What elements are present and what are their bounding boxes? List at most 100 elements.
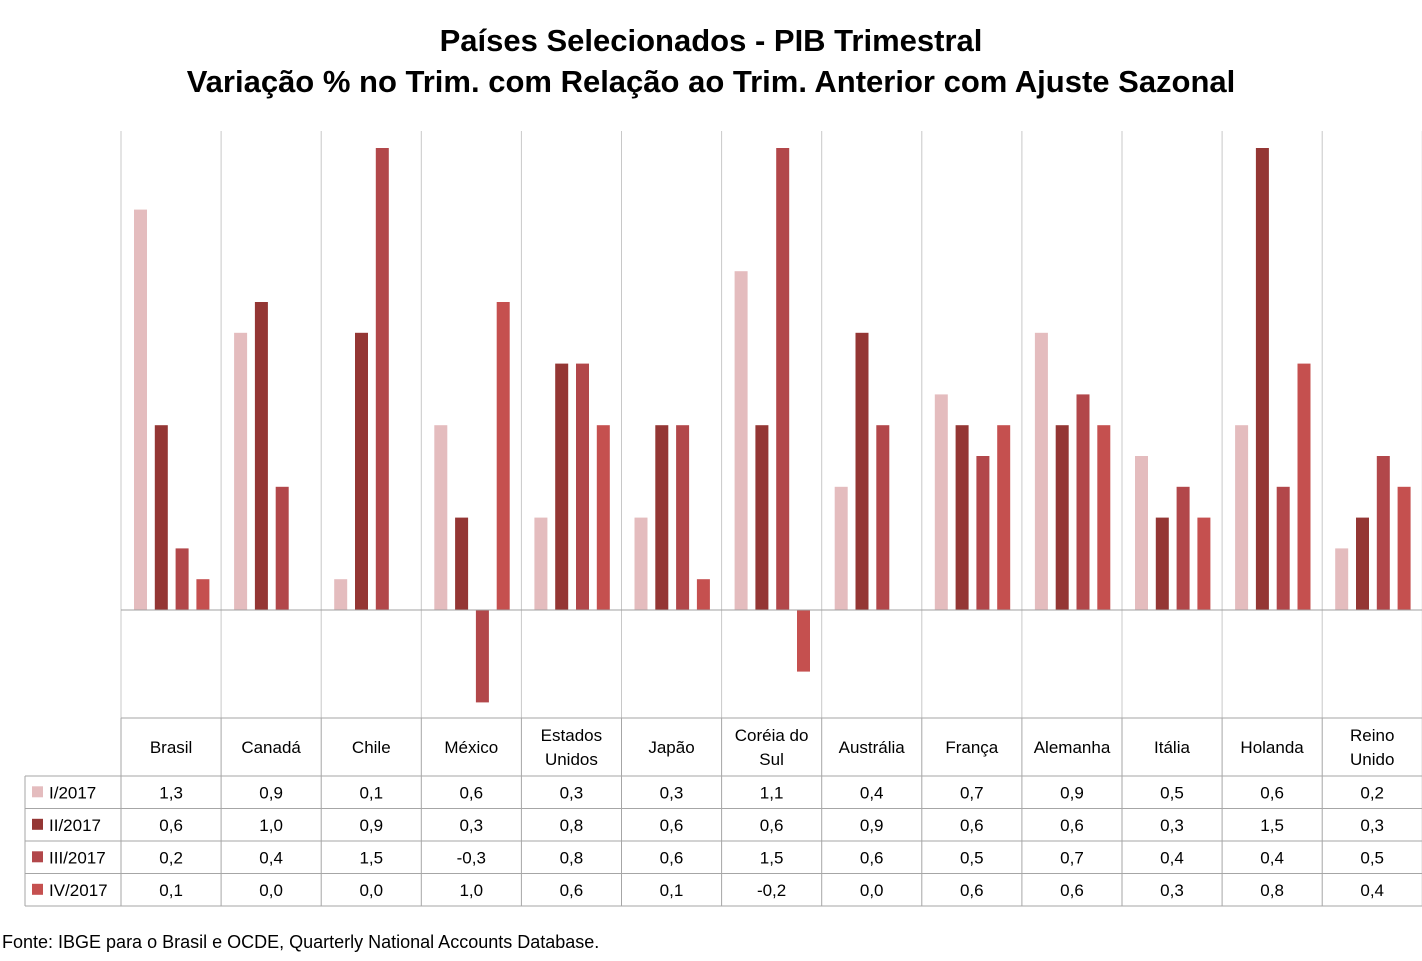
bar bbox=[196, 579, 210, 610]
bar bbox=[434, 425, 448, 610]
bar bbox=[1255, 148, 1269, 610]
bar bbox=[555, 363, 569, 610]
data-value-label: 0,3 bbox=[1160, 816, 1184, 835]
bar bbox=[355, 332, 368, 610]
bar bbox=[175, 548, 189, 610]
category-label: Sul bbox=[759, 750, 784, 769]
bar bbox=[154, 425, 168, 610]
data-value-label: 1,0 bbox=[459, 881, 483, 900]
chart-title-block: Países Selecionados - PIB Trimestral Var… bbox=[0, 20, 1422, 102]
data-value-label: 0,6 bbox=[459, 783, 483, 802]
category-label: França bbox=[945, 738, 998, 757]
bar bbox=[797, 610, 810, 672]
series-name-label: II/2017 bbox=[49, 816, 101, 835]
bar bbox=[776, 148, 790, 610]
bar bbox=[455, 517, 469, 610]
series-name-label: III/2017 bbox=[49, 848, 106, 867]
data-value-label: 1,5 bbox=[760, 848, 784, 867]
data-value-label: 0,0 bbox=[259, 881, 283, 900]
data-value-label: 0,3 bbox=[1160, 881, 1184, 900]
bar bbox=[1055, 425, 1069, 610]
data-value-label: 0,3 bbox=[560, 783, 584, 802]
data-value-label: 1,0 bbox=[259, 816, 283, 835]
data-value-label: -0,2 bbox=[757, 881, 786, 900]
bar bbox=[254, 302, 268, 610]
category-label: Brasil bbox=[150, 738, 193, 757]
bar bbox=[1397, 486, 1411, 610]
data-value-label: 1,3 bbox=[159, 783, 183, 802]
data-value-label: 0,6 bbox=[660, 816, 684, 835]
data-value-label: 0,1 bbox=[660, 881, 684, 900]
bar bbox=[634, 517, 648, 610]
data-value-label: 1,5 bbox=[1260, 816, 1284, 835]
bar bbox=[1176, 486, 1190, 610]
category-label: Itália bbox=[1154, 738, 1190, 757]
data-value-label: 0,6 bbox=[860, 848, 884, 867]
bar bbox=[1276, 486, 1290, 610]
series-name-label: IV/2017 bbox=[49, 881, 108, 900]
data-value-label: 0,6 bbox=[960, 881, 984, 900]
data-value-label: 0,6 bbox=[960, 816, 984, 835]
bar bbox=[534, 517, 548, 610]
data-value-label: 0,6 bbox=[1060, 881, 1084, 900]
data-value-label: 0,4 bbox=[259, 848, 283, 867]
bar bbox=[755, 425, 769, 610]
data-value-label: 0,9 bbox=[359, 816, 383, 835]
bar bbox=[976, 456, 990, 610]
data-value-label: 0,4 bbox=[860, 783, 884, 802]
data-value-label: 0,5 bbox=[1360, 848, 1384, 867]
bar bbox=[334, 579, 348, 610]
data-value-label: -0,3 bbox=[457, 848, 486, 867]
category-label: Austrália bbox=[839, 738, 906, 757]
bar bbox=[596, 425, 610, 610]
bar bbox=[1135, 456, 1148, 610]
bar bbox=[275, 486, 289, 610]
category-label: Unido bbox=[1350, 750, 1394, 769]
data-value-label: 0,7 bbox=[960, 783, 984, 802]
bar bbox=[1197, 517, 1211, 610]
data-value-label: 0,1 bbox=[159, 881, 183, 900]
category-label: Reino bbox=[1350, 726, 1394, 745]
bar bbox=[1235, 425, 1249, 610]
category-label: Canadá bbox=[241, 738, 301, 757]
bar bbox=[496, 302, 510, 610]
data-value-label: 0,0 bbox=[860, 881, 884, 900]
bar bbox=[234, 332, 248, 610]
bar bbox=[1356, 517, 1369, 610]
bar bbox=[1097, 425, 1111, 610]
category-label: México bbox=[444, 738, 498, 757]
legend-key bbox=[32, 786, 43, 798]
bar bbox=[134, 209, 147, 610]
bar bbox=[696, 579, 710, 610]
data-value-label: 0,4 bbox=[1160, 848, 1184, 867]
data-value-label: 0,3 bbox=[1360, 816, 1384, 835]
category-label: Coréia do bbox=[735, 726, 809, 745]
bar bbox=[655, 425, 669, 610]
data-value-label: 0,8 bbox=[560, 848, 584, 867]
bar bbox=[475, 610, 489, 703]
chart-subtitle: Variação % no Trim. com Relação ao Trim.… bbox=[186, 64, 1236, 99]
data-value-label: 0,5 bbox=[1160, 783, 1184, 802]
data-value-label: 0,9 bbox=[259, 783, 283, 802]
data-value-label: 0,8 bbox=[560, 816, 584, 835]
bar bbox=[834, 486, 848, 610]
data-value-label: 0,5 bbox=[960, 848, 984, 867]
bar bbox=[855, 332, 869, 610]
data-value-label: 0,0 bbox=[359, 881, 383, 900]
bar bbox=[876, 425, 890, 610]
category-label: Japão bbox=[648, 738, 694, 757]
data-value-label: 0,4 bbox=[1260, 848, 1284, 867]
data-value-label: 1,5 bbox=[359, 848, 383, 867]
bar bbox=[375, 148, 389, 610]
data-value-label: 0,2 bbox=[1360, 783, 1384, 802]
data-value-label: 0,6 bbox=[660, 848, 684, 867]
legend-key bbox=[32, 818, 43, 830]
data-value-label: 0,3 bbox=[660, 783, 684, 802]
category-label: Alemanha bbox=[1034, 738, 1111, 757]
data-value-label: 0,6 bbox=[1060, 816, 1084, 835]
bar bbox=[1034, 332, 1048, 610]
data-value-label: 0,9 bbox=[1060, 783, 1084, 802]
data-value-label: 0,7 bbox=[1060, 848, 1084, 867]
category-label: Estados bbox=[541, 726, 602, 745]
